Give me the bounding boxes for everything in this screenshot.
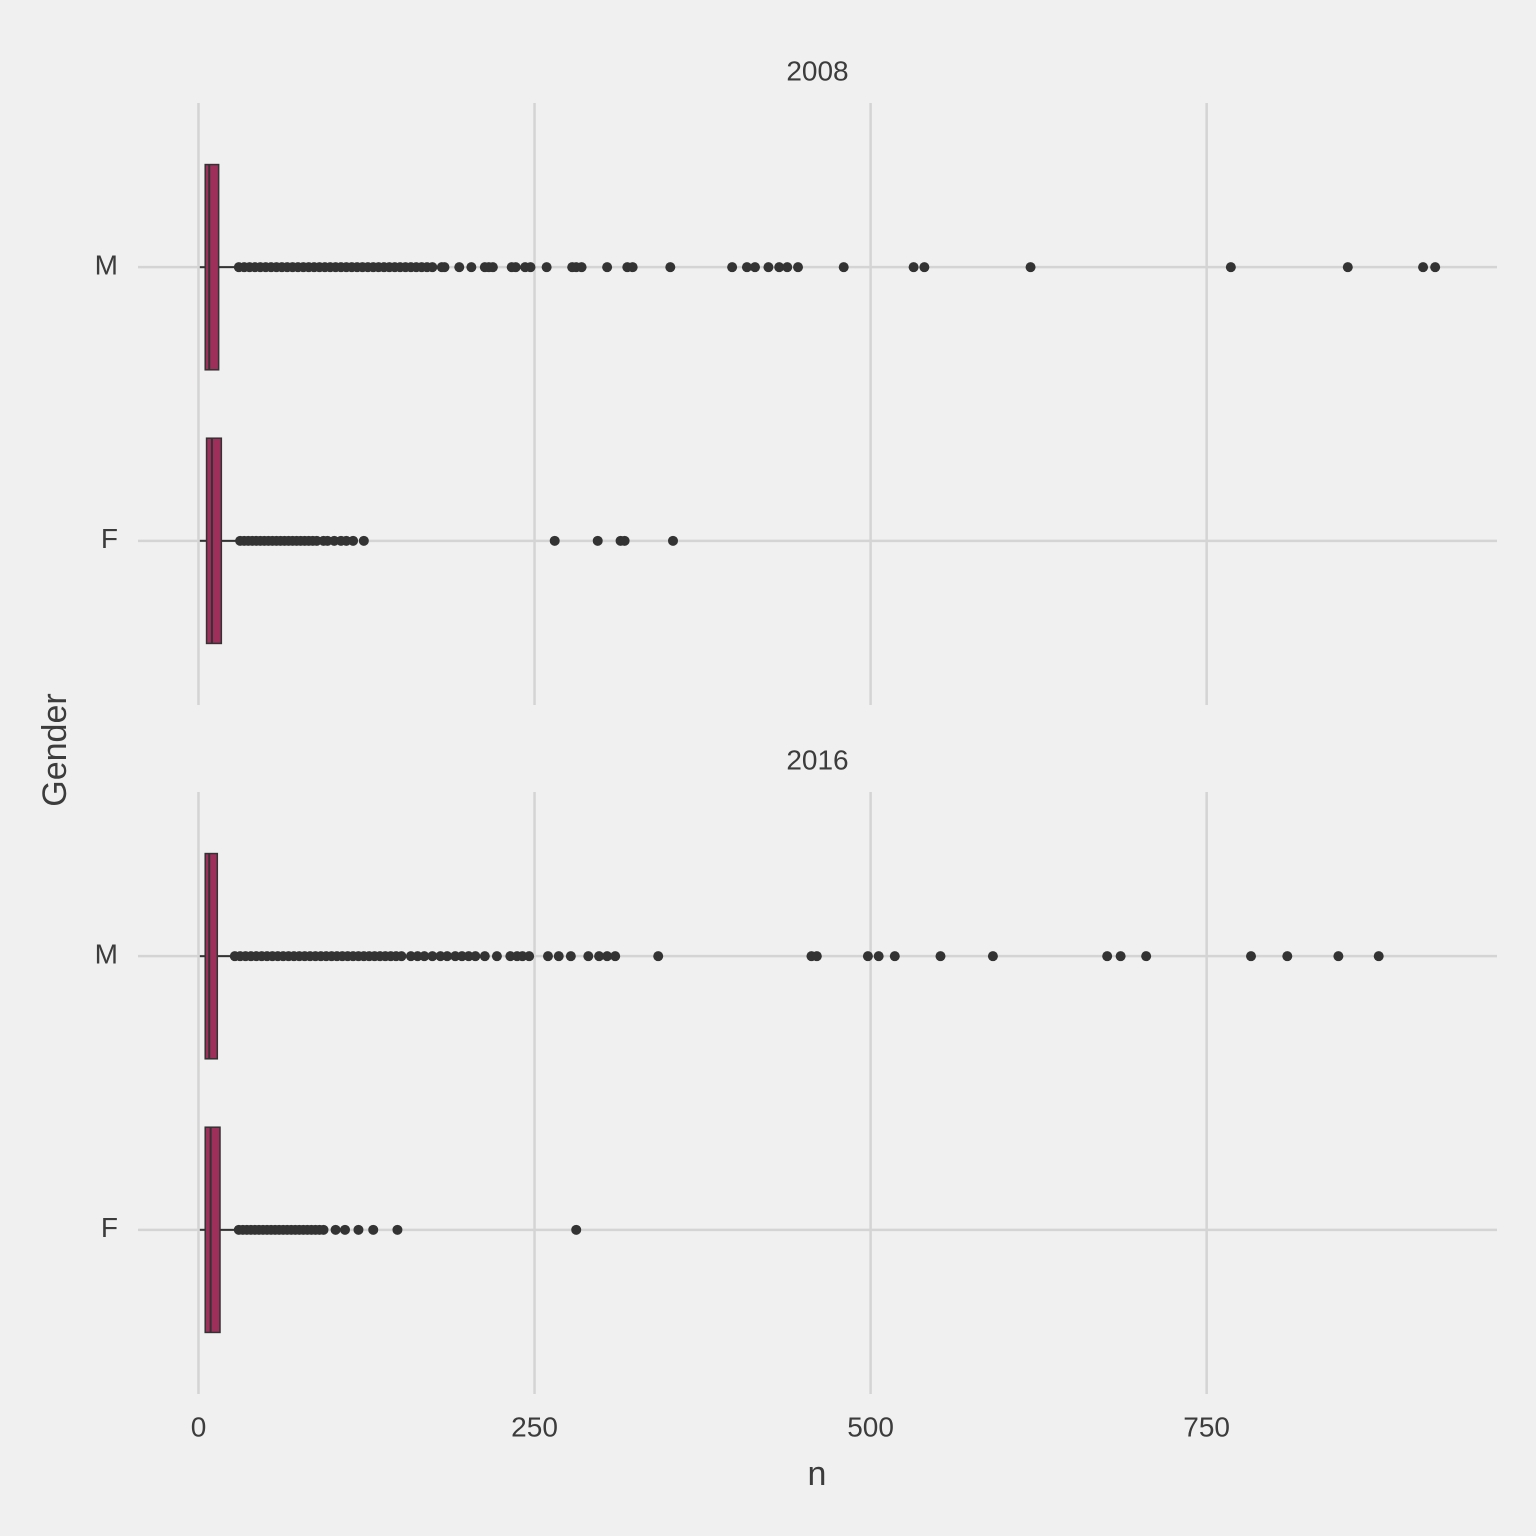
panel-title: 2008: [786, 55, 848, 86]
outlier: [1225, 262, 1236, 273]
outlier: [479, 951, 490, 962]
outlier: [919, 262, 930, 273]
outlier: [862, 951, 873, 962]
outlier: [510, 262, 521, 273]
outlier: [782, 262, 793, 273]
outlier: [583, 951, 594, 962]
outlier: [491, 951, 502, 962]
outlier: [427, 262, 438, 273]
outlier: [594, 951, 605, 962]
outlier: [330, 1224, 341, 1235]
outlier: [470, 951, 481, 962]
outlier: [908, 262, 919, 273]
outlier: [396, 951, 407, 962]
outlier: [353, 1224, 364, 1235]
y-tick-label: M: [95, 250, 118, 281]
outlier: [610, 951, 621, 962]
outlier: [619, 535, 630, 546]
outlier: [741, 262, 752, 273]
x-tick-label: 500: [847, 1411, 894, 1442]
x-tick-label: 750: [1183, 1411, 1230, 1442]
outlier: [392, 1224, 403, 1235]
outlier: [454, 262, 465, 273]
outlier: [427, 951, 438, 962]
outlier: [793, 262, 804, 273]
outlier: [1282, 951, 1293, 962]
outlier: [838, 262, 849, 273]
outlier: [442, 951, 453, 962]
outlier: [542, 951, 553, 962]
outlier: [565, 951, 576, 962]
x-axis-label: n: [808, 1455, 827, 1493]
outlier: [653, 951, 664, 962]
outlier: [602, 951, 613, 962]
outlier: [749, 262, 760, 273]
outlier: [987, 951, 998, 962]
outlier: [1025, 262, 1036, 273]
outlier: [1333, 951, 1344, 962]
outlier: [602, 262, 613, 273]
box: [204, 163, 220, 371]
outlier: [1342, 262, 1353, 273]
outlier: [889, 951, 900, 962]
outlier: [576, 262, 587, 273]
outlier: [1418, 262, 1429, 273]
outlier: [627, 262, 638, 273]
outlier: [1102, 951, 1113, 962]
y-tick-label: F: [101, 1212, 118, 1243]
outlier: [368, 1224, 379, 1235]
outlier: [524, 951, 535, 962]
outlier: [549, 535, 560, 546]
outlier: [592, 535, 603, 546]
outlier: [1141, 951, 1152, 962]
x-tick-label: 0: [191, 1411, 207, 1442]
box: [204, 852, 219, 1060]
outlier: [935, 951, 946, 962]
panel-title: 2016: [786, 744, 848, 775]
outlier: [553, 951, 564, 962]
outlier: [811, 951, 822, 962]
outlier: [541, 262, 552, 273]
outlier: [525, 262, 536, 273]
outlier: [763, 262, 774, 273]
outlier: [667, 535, 678, 546]
outlier: [487, 262, 498, 273]
box: [204, 1126, 221, 1334]
outlier: [466, 262, 477, 273]
outlier: [571, 1224, 582, 1235]
outlier: [1373, 951, 1384, 962]
outlier: [665, 262, 676, 273]
outlier: [873, 951, 884, 962]
outlier: [727, 262, 738, 273]
outlier: [348, 535, 359, 546]
outlier: [1115, 951, 1126, 962]
outlier: [774, 262, 785, 273]
outlier: [1246, 951, 1257, 962]
outlier: [318, 1224, 329, 1235]
outlier: [439, 262, 450, 273]
y-axis-label: Gender: [36, 693, 74, 806]
y-tick-label: F: [101, 523, 118, 554]
outlier: [419, 951, 430, 962]
x-tick-label: 250: [511, 1411, 558, 1442]
outlier: [358, 535, 369, 546]
outlier: [1430, 262, 1441, 273]
y-tick-label: M: [95, 939, 118, 970]
outlier: [340, 1224, 351, 1235]
box: [205, 437, 223, 645]
